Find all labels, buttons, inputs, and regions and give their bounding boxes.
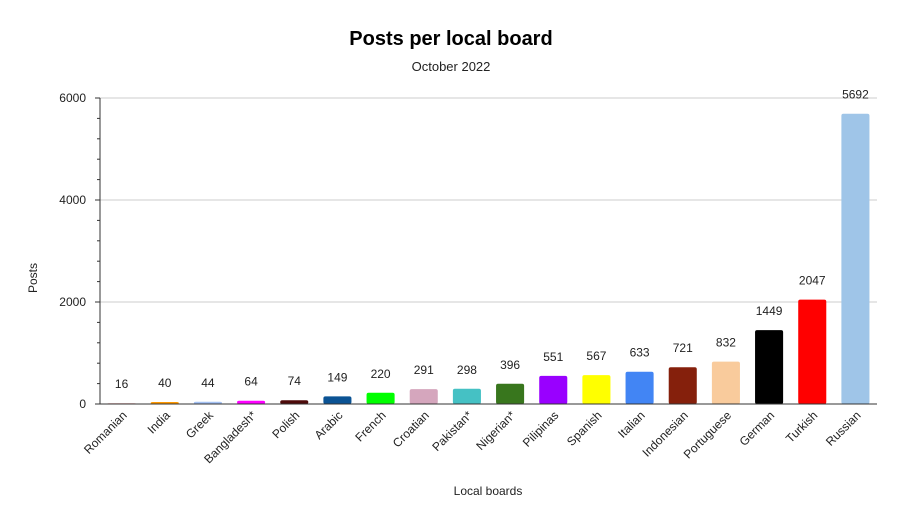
bar-portuguese xyxy=(711,361,740,404)
data-label: 16 xyxy=(115,377,129,391)
bar-indonesian xyxy=(668,367,697,404)
data-label: 721 xyxy=(673,341,693,355)
data-label: 64 xyxy=(244,375,258,389)
chart-title: Posts per local board xyxy=(349,28,552,50)
bar-german xyxy=(755,330,784,404)
x-tick-label: Russian xyxy=(823,408,864,449)
data-label: 40 xyxy=(158,376,172,390)
x-tick-label: Italian xyxy=(615,408,648,441)
bars xyxy=(107,113,870,404)
bar-pilipinas xyxy=(539,375,568,404)
bar-italian xyxy=(625,371,654,404)
y-tick-label: 6000 xyxy=(59,91,86,105)
bar-arabic xyxy=(323,396,352,404)
x-tick-label: India xyxy=(145,408,174,437)
y-tick-label: 0 xyxy=(79,397,86,411)
x-tick-label: Nigerian* xyxy=(473,408,518,453)
x-tick-label: French xyxy=(352,408,388,444)
bar-pakistan xyxy=(452,388,481,404)
data-label: 220 xyxy=(371,367,391,381)
x-tick-label: German xyxy=(737,408,778,449)
data-label: 633 xyxy=(630,346,650,360)
x-tick-label: Romanian xyxy=(81,408,130,457)
data-label: 74 xyxy=(288,374,302,388)
data-label: 551 xyxy=(543,350,563,364)
bar-bangladesh xyxy=(237,400,266,404)
data-label: 44 xyxy=(201,376,215,390)
data-label: 2047 xyxy=(799,274,826,288)
chart-subtitle: October 2022 xyxy=(412,59,491,74)
bar-spanish xyxy=(582,375,611,404)
bar-greek xyxy=(193,401,222,404)
data-label: 1449 xyxy=(756,304,783,318)
y-tick-label: 2000 xyxy=(59,295,86,309)
bar-polish xyxy=(280,400,309,404)
data-label: 5692 xyxy=(842,88,869,102)
bar-french xyxy=(366,392,395,404)
x-tick-label: Arabic xyxy=(312,408,346,442)
bar-turkish xyxy=(798,299,827,404)
x-tick-label: Greek xyxy=(183,408,217,442)
x-tick-label: Turkish xyxy=(783,408,820,445)
x-tick-label: Pakistan* xyxy=(429,408,475,454)
data-label: 396 xyxy=(500,358,520,372)
y-tick-label: 4000 xyxy=(59,193,86,207)
bar-nigerian xyxy=(496,383,525,404)
data-label: 291 xyxy=(414,363,434,377)
y-axis-label: Posts xyxy=(26,263,40,293)
bar-croatian xyxy=(409,389,438,404)
data-label: 567 xyxy=(586,349,606,363)
x-tick-label: Pilipinas xyxy=(520,408,562,450)
axes: 0 2000 4000 6000 xyxy=(59,91,877,411)
gridlines xyxy=(100,97,877,303)
bar-russian xyxy=(841,113,870,404)
x-axis-label: Local boards xyxy=(454,484,523,498)
data-label: 149 xyxy=(327,370,347,384)
data-label: 298 xyxy=(457,363,477,377)
x-tick-label: Polish xyxy=(269,408,302,441)
bar-india xyxy=(150,401,179,404)
x-tick-label: Spanish xyxy=(564,408,605,449)
x-tick-label: Croatian xyxy=(390,408,432,450)
data-labels: 16Romanian40India44Greek64Bangladesh*74P… xyxy=(81,88,869,467)
data-label: 832 xyxy=(716,336,736,350)
